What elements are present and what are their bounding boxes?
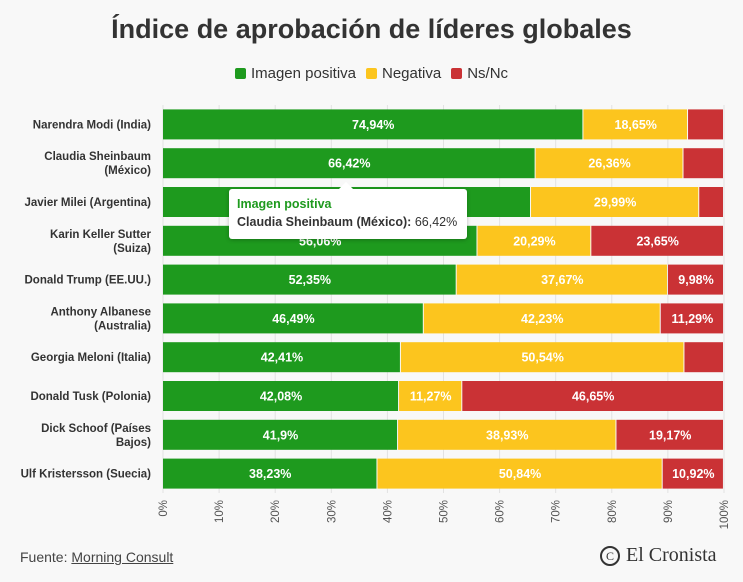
footer-source: Fuente: Morning Consult bbox=[20, 549, 173, 565]
bar-segment bbox=[377, 458, 662, 489]
data-label: 46,49% bbox=[272, 312, 314, 326]
bar-segment bbox=[398, 419, 616, 450]
legend-item-nsnc[interactable]: Ns/Nc bbox=[451, 65, 508, 82]
bar-segment bbox=[400, 342, 684, 373]
category-label: Georgia Meloni (Italia) bbox=[31, 352, 151, 364]
legend-swatch-negative bbox=[366, 68, 377, 79]
x-tick-label: 100% bbox=[719, 500, 731, 529]
category-label: Javier Milei (Argentina) bbox=[24, 197, 151, 209]
data-label: 29,99% bbox=[594, 196, 636, 210]
bar-segment bbox=[668, 264, 723, 295]
bar-segment bbox=[477, 225, 591, 256]
category-label: Donald Tusk (Polonia) bbox=[30, 391, 151, 403]
legend-label-negative: Negativa bbox=[382, 65, 442, 82]
bar-segment bbox=[456, 264, 668, 295]
tooltip: Imagen positiva Claudia Sheinbaum (Méxic… bbox=[229, 182, 467, 239]
data-label: 11,29% bbox=[672, 312, 714, 326]
bar-segment bbox=[462, 381, 723, 411]
bar-segment bbox=[662, 458, 723, 489]
bar-segment bbox=[683, 148, 723, 179]
source-link[interactable]: Morning Consult bbox=[71, 549, 174, 565]
bar-segment bbox=[163, 342, 400, 373]
bar-segment bbox=[163, 381, 399, 411]
bar-segment bbox=[163, 109, 583, 140]
bar-segment bbox=[591, 225, 723, 256]
chart-title: Índice de aprobación de líderes globales bbox=[111, 14, 632, 44]
category-label: Narendra Modi (India) bbox=[33, 119, 151, 131]
data-label: 41,9% bbox=[263, 428, 298, 442]
x-tick-label: 70% bbox=[551, 500, 563, 523]
legend-item-negative[interactable]: Negativa bbox=[366, 65, 441, 82]
bar-segment bbox=[535, 148, 683, 179]
x-tick-label: 60% bbox=[495, 500, 507, 523]
data-label: 74,94% bbox=[352, 118, 394, 132]
bar-segment bbox=[699, 187, 723, 217]
category-label: Karin Keller Sutter (Suiza) bbox=[50, 229, 151, 255]
data-label: 38,93% bbox=[486, 428, 528, 442]
data-label: 23,65% bbox=[636, 234, 678, 248]
bar-segment bbox=[399, 381, 462, 411]
bar-segment bbox=[660, 303, 724, 334]
bar-segment bbox=[684, 342, 723, 373]
legend-swatch-nsnc bbox=[451, 68, 463, 79]
data-label: 38,23% bbox=[249, 467, 291, 481]
data-label: 52,35% bbox=[289, 273, 331, 287]
bar-segment bbox=[423, 303, 660, 334]
category-label: Dick Schoof (Países Bajos) bbox=[41, 423, 151, 449]
x-tick-label: 30% bbox=[326, 500, 338, 523]
category-label: Donald Trump (EE.UU.) bbox=[25, 275, 152, 287]
brand-logo[interactable]: C El Cronista bbox=[600, 544, 717, 567]
legend-item-positive[interactable]: Imagen positiva bbox=[234, 65, 356, 82]
x-tick-label: 80% bbox=[607, 500, 619, 523]
data-label: 26,36% bbox=[588, 157, 630, 171]
tooltip-value: 66,42% bbox=[414, 215, 458, 229]
x-tick-label: 10% bbox=[214, 500, 226, 523]
tooltip-series: Imagen positiva bbox=[237, 197, 332, 211]
x-tick-label: 50% bbox=[439, 500, 451, 523]
data-label: 42,23% bbox=[521, 312, 563, 326]
category-label: Anthony Albanese (Australia) bbox=[50, 306, 151, 332]
x-tick-label: 90% bbox=[663, 500, 675, 523]
legend-label-nsnc: Ns/Nc bbox=[467, 65, 509, 82]
legend-swatch-positive bbox=[234, 68, 246, 79]
data-label: 10,92% bbox=[672, 467, 714, 481]
bar-segment bbox=[531, 187, 699, 217]
legend: Imagen positiva Negativa Ns/Nc bbox=[0, 65, 743, 82]
data-label: 20,29% bbox=[513, 234, 555, 248]
bar-segment bbox=[688, 109, 723, 140]
data-label: 11,27% bbox=[410, 390, 452, 404]
data-label: 18,65% bbox=[615, 118, 657, 132]
data-label: 9,98% bbox=[678, 273, 713, 287]
data-label: 19,17% bbox=[649, 428, 691, 442]
x-tick-label: 40% bbox=[382, 500, 394, 523]
bar-segment bbox=[583, 109, 688, 140]
bar-segment bbox=[163, 458, 377, 489]
legend-label-positive: Imagen positiva bbox=[250, 65, 356, 82]
x-tick-label: 20% bbox=[270, 500, 282, 523]
data-label: 42,41% bbox=[261, 351, 303, 365]
data-label: 50,84% bbox=[499, 467, 541, 481]
data-label: 46,65% bbox=[572, 390, 614, 404]
bar-segment bbox=[163, 148, 535, 179]
data-label: 37,67% bbox=[541, 273, 583, 287]
data-label: 50,54% bbox=[521, 351, 563, 365]
logo-mark-icon: C bbox=[600, 545, 620, 566]
x-tick-label: 0% bbox=[158, 500, 170, 517]
data-label: 66,42% bbox=[328, 157, 370, 171]
tooltip-name: Claudia Sheinbaum (México): bbox=[237, 215, 412, 229]
source-label: Fuente: bbox=[20, 549, 68, 565]
category-label: Ulf Kristersson (Suecia) bbox=[21, 469, 152, 481]
bar-segment bbox=[163, 264, 456, 295]
stacked-bar-chart: Narendra Modi (India) 74,94% 18,65% Claudia… bbox=[21, 105, 731, 529]
data-label: 42,08% bbox=[260, 390, 302, 404]
bar-segment bbox=[616, 419, 723, 450]
tooltip-body: Claudia Sheinbaum (México): 66,42% bbox=[237, 215, 459, 229]
bar-segment bbox=[163, 419, 398, 450]
category-label: Claudia Sheinbaum (México) bbox=[44, 151, 151, 177]
logo-text: El Cronista bbox=[626, 544, 717, 566]
bar-segment bbox=[163, 303, 423, 334]
